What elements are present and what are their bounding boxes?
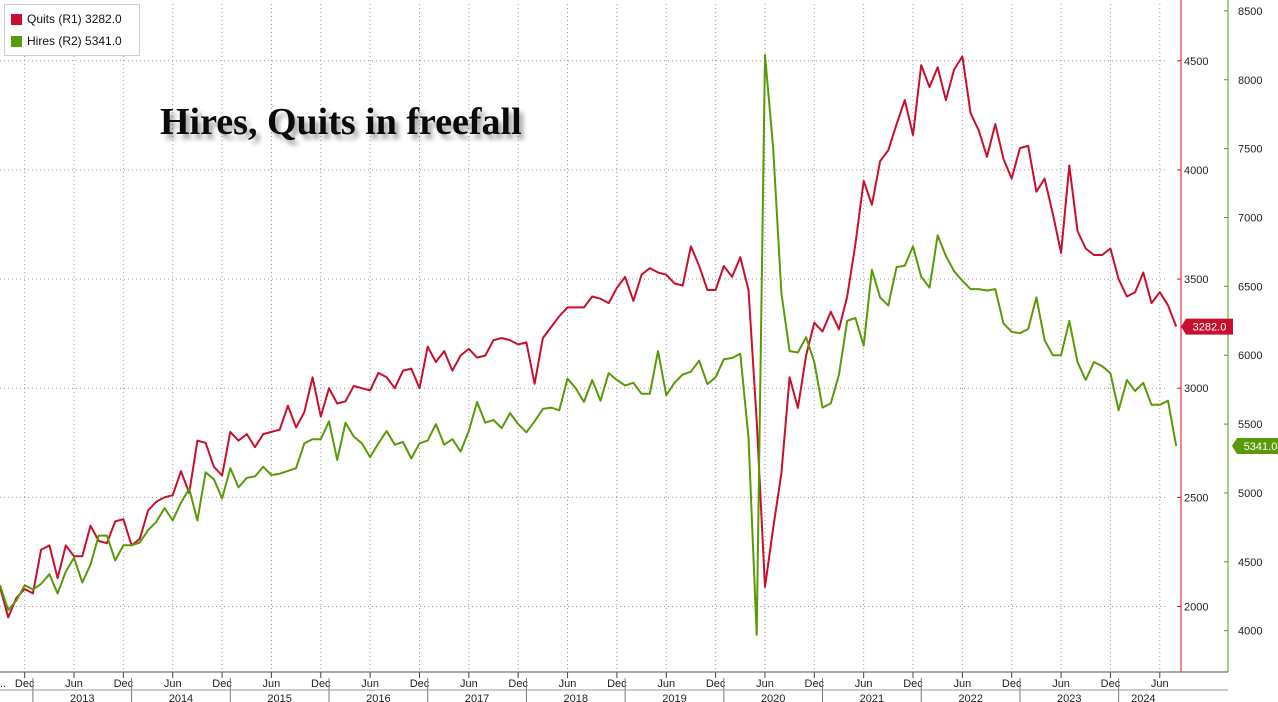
r1-tick-label: 2000 [1184,602,1208,614]
x-month-label: Jun [361,678,379,690]
r2-tick-label: 5500 [1238,419,1262,431]
legend-label-quits: Quits (R1) [27,12,82,26]
x-month-label: Jun [953,678,971,690]
x-month-label: Dec [903,678,923,690]
x-year-label: 2021 [860,693,884,702]
x-month-label: Jun [559,678,577,690]
r2-tick-label: 7500 [1238,144,1262,156]
series-line-hires [0,54,1178,636]
x-year-label: 2013 [70,693,94,702]
r2-tick-label: 8000 [1238,75,1262,87]
x-month-label: .. [0,678,6,690]
x-year-label: 2019 [662,693,686,702]
legend-swatch-hires [11,35,22,47]
x-month-label: Jun [460,678,478,690]
x-year-label: 2017 [465,693,489,702]
value-tag-label: 3282.0 [1193,322,1227,334]
x-month-label: Dec [212,678,232,690]
r1-tick-label: 4500 [1184,56,1208,68]
chart-title: Hires, Quits in freefall [160,101,522,143]
r2-tick-label: 6000 [1238,350,1262,362]
r2-tick-label: 7000 [1238,212,1262,224]
x-month-label: Dec [607,678,627,690]
x-year-label: 2023 [1057,693,1081,702]
x-year-label: 2016 [366,693,390,702]
x-month-label: Jun [657,678,675,690]
r2-tick-label: 6500 [1238,281,1262,293]
legend-item-hires[interactable]: Hires (R2) 5341.0 [11,30,133,52]
x-month-label: Dec [114,678,134,690]
r1-tick-label: 3000 [1184,383,1208,395]
x-month-label: Dec [311,678,331,690]
x-month-label: Dec [15,678,35,690]
r1-tick-label: 2500 [1184,492,1208,504]
legend-label-hires: Hires (R2) [27,34,82,48]
legend-swatch-quits [11,13,22,25]
x-year-label: 2020 [761,693,785,702]
x-month-label: Dec [706,678,726,690]
x-month-label: Jun [756,678,774,690]
value-tag-label: 5341.0 [1244,441,1278,453]
r2-tick-label: 8500 [1238,6,1262,18]
x-month-label: Dec [508,678,528,690]
series-layer [0,54,1178,636]
r1-tick-label: 3500 [1184,274,1208,286]
x-month-label: Dec [805,678,825,690]
r2-tick-label: 4500 [1238,557,1262,569]
legend-item-quits[interactable]: Quits (R1) 3282.0 [11,8,133,30]
value-tag-quits: 3282.0 [1181,318,1233,335]
grid-layer [0,4,1168,672]
series-line-quits [0,55,1178,619]
legend-value-quits: 3282.0 [85,12,122,26]
x-month-label: Jun [855,678,873,690]
r2-tick-label: 4000 [1238,626,1262,638]
tag-layer: 3282.0 5341.0 [1181,318,1278,454]
value-tag-bg [1181,318,1233,335]
x-year-label: 2024 [1131,693,1155,702]
legend: Quits (R1) 3282.0 Hires (R2) 5341.0 [4,4,140,56]
x-month-label: Dec [410,678,430,690]
x-month-label: Jun [164,678,182,690]
r2-tick-label: 5000 [1238,488,1262,500]
x-month-label: Jun [1052,678,1070,690]
legend-value-hires: 5341.0 [85,34,122,48]
x-year-label: 2014 [169,693,193,702]
x-month-label: Jun [1151,678,1169,690]
value-tag-hires: 5341.0 [1232,437,1278,454]
x-month-label: Dec [1002,678,1022,690]
r1-tick-label: 4000 [1184,165,1208,177]
x-month-label: Dec [1101,678,1121,690]
x-month-label: Jun [263,678,281,690]
value-tag-bg [1232,437,1278,454]
x-month-label: Jun [65,678,83,690]
x-year-label: 2022 [958,693,982,702]
x-year-label: 2018 [564,693,588,702]
x-year-label: 2015 [267,693,291,702]
